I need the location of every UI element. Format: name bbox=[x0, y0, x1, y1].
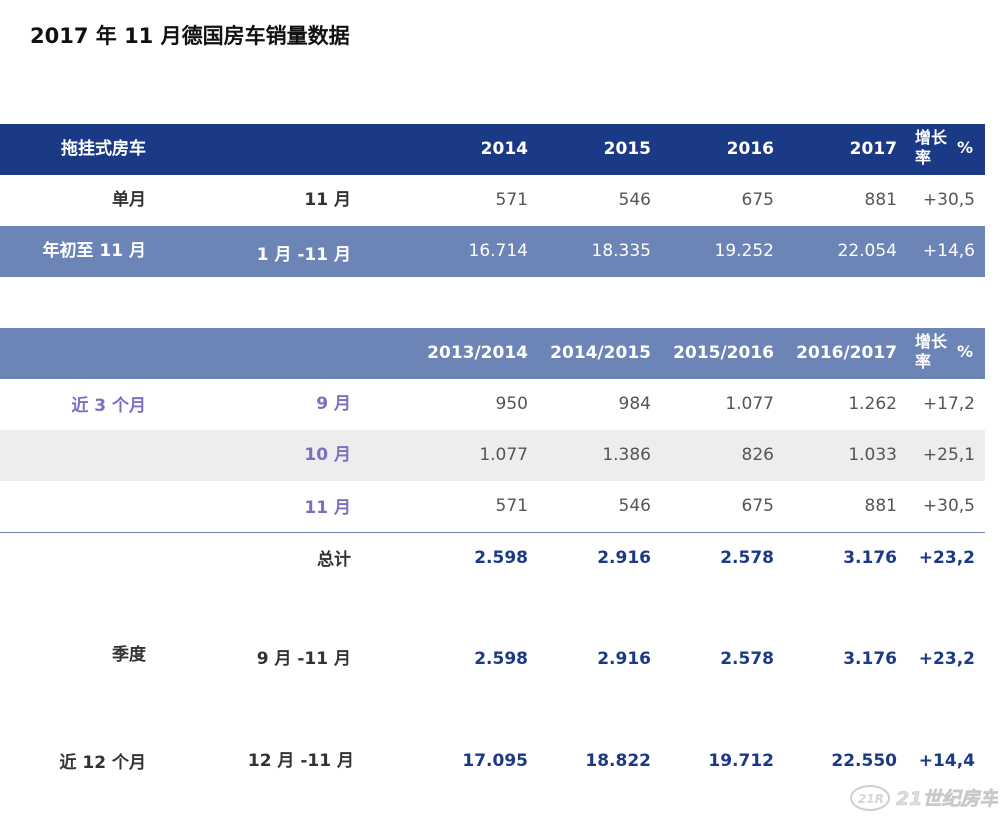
value-cell: 2.916 bbox=[597, 548, 651, 568]
row-label: 季度 bbox=[112, 645, 146, 665]
table1-header-year: 2014 bbox=[480, 139, 528, 159]
value-cell: 826 bbox=[741, 445, 774, 465]
value-cell: 2.578 bbox=[720, 548, 774, 568]
svg-text:21R: 21R bbox=[858, 792, 884, 806]
table2-header-period: 2014/2015 bbox=[550, 343, 651, 363]
table-row: 单月 11 月 571 546 675 881 +30,5 bbox=[0, 175, 985, 226]
value-cell: 2.916 bbox=[597, 649, 651, 669]
growth-cell: +23,2 bbox=[918, 649, 975, 669]
watermark-logo: 21R 21世纪房车 bbox=[848, 780, 1002, 816]
table-row: 年初至 11 月 1 月 -11 月 16.714 18.335 19.252 … bbox=[0, 226, 985, 277]
growth-header-line2: 率 bbox=[915, 352, 932, 371]
growth-cell: +30,5 bbox=[922, 190, 975, 210]
divider bbox=[0, 532, 985, 533]
growth-cell: +23,2 bbox=[918, 548, 975, 568]
value-cell: 1.077 bbox=[725, 394, 774, 414]
value-cell: 18.822 bbox=[585, 751, 651, 771]
value-cell: 17.095 bbox=[462, 751, 528, 771]
row-label bbox=[0, 430, 146, 481]
growth-header-unit: % bbox=[957, 138, 974, 157]
table-row: 近 12 个月 12 月 -11 月 17.095 18.822 19.712 … bbox=[0, 736, 985, 787]
value-cell: 881 bbox=[864, 496, 897, 516]
table2-header: 2013/2014 2014/2015 2015/2016 2016/2017 … bbox=[0, 328, 985, 379]
row-period: 总计 bbox=[317, 550, 351, 570]
growth-header-line1: 增长 bbox=[915, 128, 948, 147]
growth-header-line2: 率 bbox=[915, 148, 932, 167]
table2-header-period: 2013/2014 bbox=[427, 343, 528, 363]
watermark-text: 21世纪房车 bbox=[896, 788, 998, 810]
value-cell: 1.033 bbox=[848, 445, 897, 465]
table1-header-year: 2016 bbox=[726, 139, 774, 159]
row-period: 12 月 -11 月 bbox=[247, 751, 354, 771]
value-cell: 984 bbox=[618, 394, 651, 414]
value-cell: 1.262 bbox=[848, 394, 897, 414]
value-cell: 546 bbox=[618, 496, 651, 516]
value-cell: 3.176 bbox=[843, 649, 897, 669]
table1-header: 拖挂式房车 2014 2015 2016 2017 增长 率 % bbox=[0, 124, 985, 175]
value-cell: 18.335 bbox=[591, 241, 651, 261]
row-label bbox=[0, 533, 146, 584]
growth-rate-header: 增长 率 % bbox=[915, 332, 977, 376]
table1-header-year: 2017 bbox=[849, 139, 897, 159]
row-period: 11 月 bbox=[304, 190, 351, 210]
row-label: 近 3 个月 bbox=[71, 396, 146, 416]
value-cell: 2.578 bbox=[720, 649, 774, 669]
table-row: 10 月 1.077 1.386 826 1.033 +25,1 bbox=[0, 430, 985, 481]
table-row: 近 3 个月 9 月 950 984 1.077 1.262 +17,2 bbox=[0, 379, 985, 430]
growth-cell: +14,4 bbox=[918, 751, 975, 771]
growth-rate-header: 增长 率 % bbox=[915, 128, 977, 172]
table-row: 季度 9 月 -11 月 2.598 2.916 2.578 3.176 +23… bbox=[0, 634, 985, 685]
table-row: 11 月 571 546 675 881 +30,5 bbox=[0, 481, 985, 532]
table-row: 总计 2.598 2.916 2.578 3.176 +23,2 bbox=[0, 533, 985, 584]
growth-cell: +17,2 bbox=[922, 394, 975, 414]
table2-header-period: 2015/2016 bbox=[673, 343, 774, 363]
value-cell: 19.252 bbox=[714, 241, 774, 261]
growth-cell: +30,5 bbox=[922, 496, 975, 516]
row-period: 11 月 bbox=[304, 498, 351, 518]
value-cell: 22.550 bbox=[831, 751, 897, 771]
growth-header-line1: 增长 bbox=[915, 332, 948, 351]
value-cell: 950 bbox=[495, 394, 528, 414]
value-cell: 675 bbox=[741, 190, 774, 210]
row-label bbox=[0, 481, 146, 532]
page-title: 2017 年 11 月德国房车销量数据 bbox=[30, 24, 350, 48]
growth-cell: +14,6 bbox=[922, 241, 975, 261]
table1-header-year: 2015 bbox=[603, 139, 651, 159]
table2-header-period: 2016/2017 bbox=[796, 343, 897, 363]
row-period: 9 月 -11 月 bbox=[256, 649, 351, 669]
growth-cell: +25,1 bbox=[922, 445, 975, 465]
value-cell: 546 bbox=[618, 190, 651, 210]
value-cell: 881 bbox=[864, 190, 897, 210]
growth-header-unit: % bbox=[957, 342, 974, 361]
value-cell: 571 bbox=[495, 190, 528, 210]
watermark-logo-icon: 21R 21世纪房车 bbox=[850, 785, 1002, 811]
value-cell: 19.712 bbox=[708, 751, 774, 771]
value-cell: 22.054 bbox=[837, 241, 897, 261]
row-period: 9 月 bbox=[316, 394, 351, 414]
value-cell: 1.386 bbox=[602, 445, 651, 465]
value-cell: 16.714 bbox=[468, 241, 528, 261]
value-cell: 675 bbox=[741, 496, 774, 516]
row-label: 年初至 11 月 bbox=[42, 241, 147, 261]
row-label: 单月 bbox=[112, 190, 146, 210]
value-cell: 2.598 bbox=[474, 649, 528, 669]
value-cell: 1.077 bbox=[479, 445, 528, 465]
row-period: 1 月 -11 月 bbox=[256, 245, 351, 265]
value-cell: 2.598 bbox=[474, 548, 528, 568]
table1-header-label: 拖挂式房车 bbox=[61, 139, 146, 159]
value-cell: 3.176 bbox=[843, 548, 897, 568]
row-period: 10 月 bbox=[304, 445, 351, 465]
row-label: 近 12 个月 bbox=[59, 753, 147, 773]
value-cell: 571 bbox=[495, 496, 528, 516]
